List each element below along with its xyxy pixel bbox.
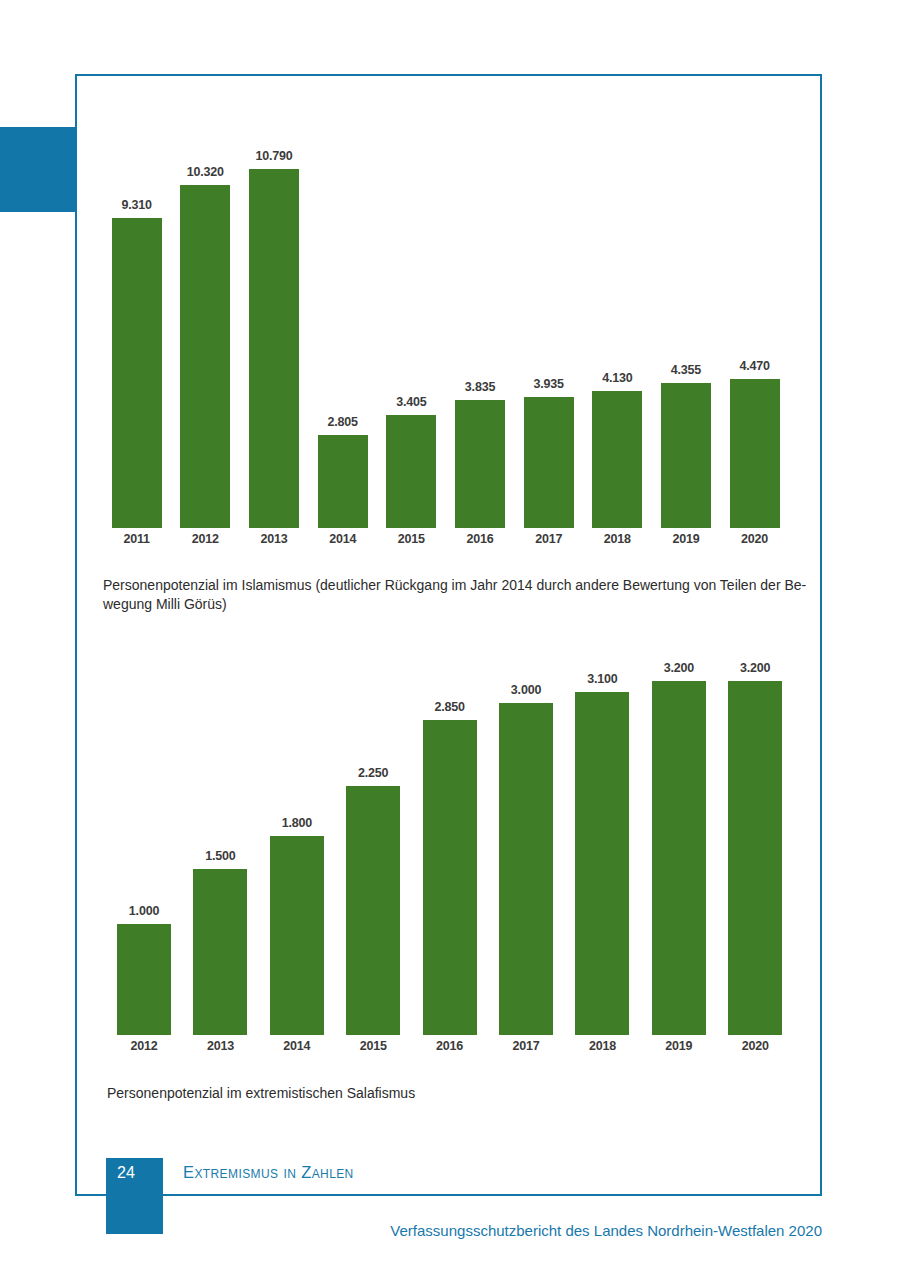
section-title: Extremismus in Zahlen (183, 1163, 354, 1182)
margin-marker-block (0, 127, 77, 212)
caption-line: Personenpotenzial im Islamismus (deutlic… (103, 576, 806, 595)
report-title-footer: Verfassungsschutzbericht des Landes Nord… (390, 1222, 822, 1239)
page-number: 24 (117, 1164, 135, 1181)
page-border (75, 74, 822, 1196)
chart-caption-salafismus: Personenpotenzial im extremistischen Sal… (107, 1084, 415, 1103)
chart-caption-islamismus: Personenpotenzial im Islamismus (deutlic… (103, 576, 806, 613)
page-number-box: 24 (106, 1158, 163, 1234)
caption-line: wegung Milli Görüs) (103, 595, 806, 614)
